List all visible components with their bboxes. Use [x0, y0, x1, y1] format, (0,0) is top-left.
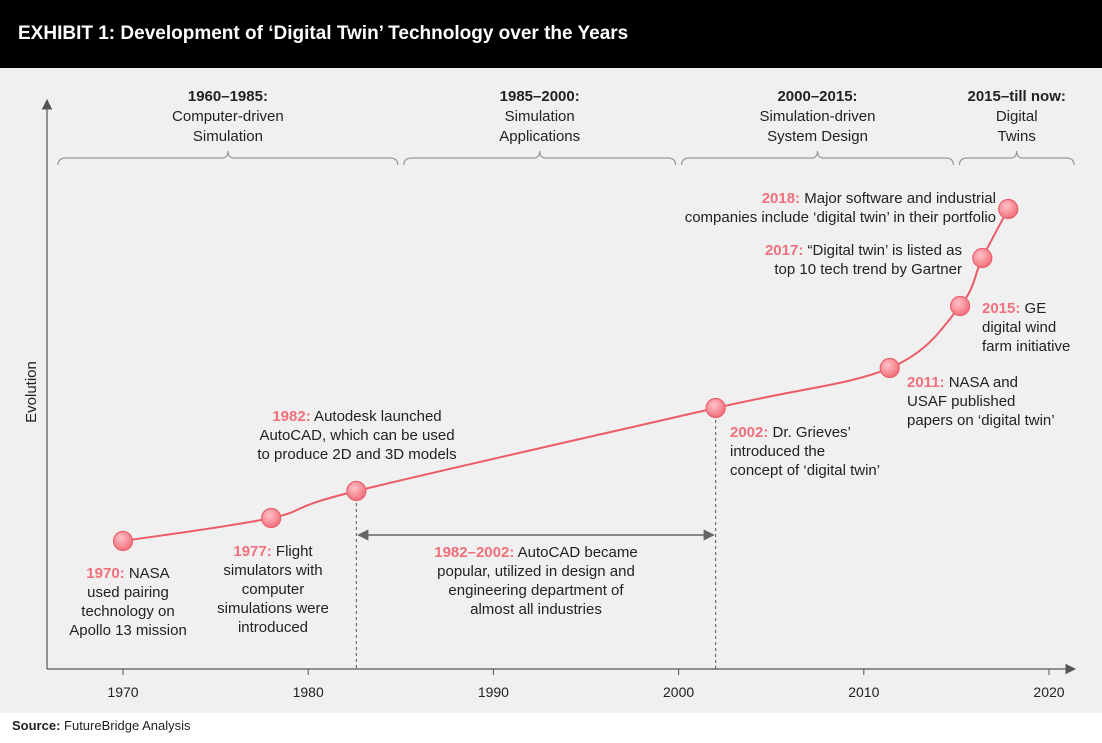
milestone-line: simulations were	[217, 600, 329, 617]
milestone-line: companies include ‘digital twin’ in thei…	[685, 209, 996, 226]
milestone-dot	[346, 480, 367, 502]
milestone-text: NASA	[125, 565, 170, 582]
milestone-dot	[112, 530, 134, 552]
milestone-dot	[972, 247, 993, 269]
period-title: 2000–2015:	[777, 88, 857, 105]
source-note: Source: FutureBridge Analysis	[12, 718, 190, 733]
milestone-year: 1970:	[86, 565, 124, 582]
milestone-label: 2002: Dr. Grieves’ introduced the concept …	[730, 424, 880, 479]
milestone-line: 2011: NASA and	[907, 374, 1018, 391]
milestone-label: 2017: “Digital twin’ is listed as top 10 …	[765, 242, 962, 278]
milestone-line: 2002: Dr. Grieves’	[730, 424, 851, 441]
x-tick-label: 2010	[848, 684, 879, 700]
milestone-line: popular, utilized in design and	[437, 563, 635, 580]
source-label: Source:	[12, 718, 61, 733]
milestone-year: 2015:	[982, 300, 1020, 317]
milestone-label: 1977: Flight simulators with computer simul…	[217, 543, 329, 636]
period-line: Computer-driven	[172, 108, 284, 125]
period-bracket	[958, 150, 1075, 166]
milestone-text: AutoCAD became	[514, 544, 637, 561]
milestone-year: 2011:	[907, 374, 945, 391]
milestone-year: 2017:	[765, 242, 803, 259]
milestone-line: almost all industries	[470, 601, 602, 618]
milestone-line: 2015: GE	[982, 300, 1046, 317]
milestone-line: Apollo 13 mission	[69, 622, 187, 639]
milestone-year: 1982:	[272, 408, 310, 425]
period-title: 2015–till now:	[968, 88, 1066, 105]
chart-background	[0, 68, 1102, 713]
period-label: 1985–2000: Simulation Applications	[499, 88, 580, 145]
milestone-line: computer	[242, 581, 305, 598]
milestone-dot	[998, 198, 1019, 220]
milestone-line: concept of ‘digital twin’	[730, 462, 880, 479]
milestone-line: engineering department of	[448, 582, 624, 599]
milestone-dot	[261, 507, 282, 529]
milestone-year: 1977:	[233, 543, 271, 560]
period-title: 1985–2000:	[500, 88, 580, 105]
milestone-label: 2011: NASA and USAF published papers on ‘d…	[907, 374, 1055, 429]
exhibit-title: EXHIBIT 1: Development of ‘Digital Twin’…	[18, 23, 629, 44]
period-line: Digital	[996, 108, 1038, 125]
milestone-dot	[879, 357, 900, 379]
period-line: Twins	[998, 128, 1036, 145]
milestone-line: 1970: NASA	[86, 565, 169, 582]
milestone-label: 1982: Autodesk launched AutoCAD, which ca…	[257, 408, 456, 463]
milestone-line: top 10 tech trend by Gartner	[774, 261, 962, 278]
x-tick-label: 1970	[107, 684, 138, 700]
period-line: Simulation	[505, 108, 575, 125]
period-line: System Design	[767, 128, 868, 145]
period-label: 1960–1985: Computer-driven Simulation	[172, 88, 284, 145]
milestone-year: 2018:	[762, 190, 800, 207]
milestone-label: 1970: NASA used pairing technology on Apoll…	[69, 565, 187, 639]
period-line: Applications	[499, 128, 580, 145]
milestone-text: Flight	[272, 543, 314, 560]
x-tick-label: 1990	[478, 684, 509, 700]
milestone-text: Major software and industrial	[800, 190, 996, 207]
milestone-line: to produce 2D and 3D models	[257, 446, 456, 463]
period-line: Simulation	[193, 128, 263, 145]
period-title: 1960–1985:	[188, 88, 268, 105]
milestone-line: introduced the	[730, 443, 825, 460]
milestone-text: Dr. Grieves’	[768, 424, 851, 441]
period-bracket	[403, 150, 677, 166]
x-tick-label: 1980	[293, 684, 324, 700]
milestone-year: 2002:	[730, 424, 768, 441]
milestone-line: AutoCAD, which can be used	[259, 427, 454, 444]
milestone-label: 2018: Major software and industrial compa…	[685, 190, 996, 226]
milestone-line: 1982–2002: AutoCAD became	[434, 544, 637, 561]
x-tick-label: 2020	[1033, 684, 1064, 700]
span-label: 1982–2002: AutoCAD became popular, utiliz…	[434, 544, 637, 618]
milestone-text: NASA and	[945, 374, 1018, 391]
milestone-text: GE	[1020, 300, 1046, 317]
milestone-line: used pairing	[87, 584, 169, 601]
milestone-dot	[705, 397, 726, 419]
milestone-label: 2015: GE digital wind farm initiative	[982, 300, 1070, 355]
period-line: Simulation-driven	[760, 108, 876, 125]
milestone-line: USAF published	[907, 393, 1015, 410]
period-label: 2000–2015: Simulation-driven System Design	[760, 88, 876, 145]
source-text: FutureBridge Analysis	[60, 718, 191, 733]
milestone-line: digital wind	[982, 319, 1056, 336]
milestone-line: technology on	[81, 603, 174, 620]
y-axis-label: Evolution	[23, 361, 40, 423]
milestone-line: 1977: Flight	[233, 543, 313, 560]
x-tick-label: 2000	[663, 684, 694, 700]
period-label: 2015–till now: Digital Twins	[968, 88, 1066, 145]
milestone-text: “Digital twin’ is listed as	[803, 242, 962, 259]
milestone-line: 2017: “Digital twin’ is listed as	[765, 242, 962, 259]
milestone-line: 1982: Autodesk launched	[272, 408, 441, 425]
milestone-line: simulators with	[223, 562, 322, 579]
milestone-line: farm initiative	[982, 338, 1070, 355]
milestone-dot	[950, 295, 971, 317]
milestone-line: papers on ‘digital twin’	[907, 412, 1055, 429]
milestone-text: Autodesk launched	[311, 408, 442, 425]
period-bracket	[681, 150, 954, 166]
milestone-line: introduced	[238, 619, 308, 636]
milestone-year: 1982–2002:	[434, 544, 514, 561]
milestone-line: 2018: Major software and industrial	[762, 190, 996, 207]
period-bracket	[57, 150, 399, 166]
exhibit-header: EXHIBIT 1: Development of ‘Digital Twin’…	[0, 0, 1102, 68]
